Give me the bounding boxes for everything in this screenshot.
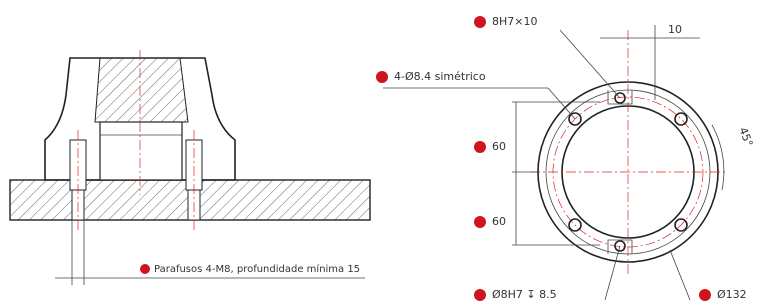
screw bbox=[186, 140, 202, 190]
slot bbox=[608, 90, 632, 104]
dimension-label: 10 bbox=[668, 23, 682, 36]
note: Parafusos 4-M8, profundidade mínima 15 bbox=[154, 263, 360, 275]
callout-dot bbox=[376, 71, 388, 83]
section-view: Parafusos 4-M8, profundidade mínima 15 bbox=[10, 50, 370, 285]
screw bbox=[70, 140, 86, 190]
dimension-label: 45° bbox=[736, 126, 755, 149]
drawing: Parafusos 4-M8, profundidade mínima 15 8… bbox=[0, 0, 765, 306]
callout-dot bbox=[474, 289, 486, 301]
dimension-label: 60 bbox=[492, 215, 506, 228]
leader-line bbox=[605, 246, 620, 300]
bore bbox=[100, 122, 182, 180]
dimension-label: Ø8H7 ↧ 8.5 bbox=[492, 288, 557, 301]
dimension-label: Ø132 bbox=[717, 288, 747, 301]
leader-line bbox=[670, 250, 690, 300]
callout-dot bbox=[474, 16, 486, 28]
dimension-label: 8H7×10 bbox=[492, 15, 537, 28]
callout-dot bbox=[699, 289, 711, 301]
dimension-label: 60 bbox=[492, 140, 506, 153]
flange-section bbox=[95, 58, 188, 122]
leader-line bbox=[548, 88, 575, 119]
callout-dot bbox=[474, 141, 486, 153]
callout-dot bbox=[474, 216, 486, 228]
hole bbox=[675, 113, 687, 125]
top-view: 8H7×10 10 4-Ø8.4 simétrico 45° 60 60 Ø8H… bbox=[376, 15, 755, 301]
dimension-label: 4-Ø8.4 simétrico bbox=[394, 70, 486, 83]
callout-dot bbox=[140, 264, 150, 274]
leader-line bbox=[560, 30, 620, 98]
